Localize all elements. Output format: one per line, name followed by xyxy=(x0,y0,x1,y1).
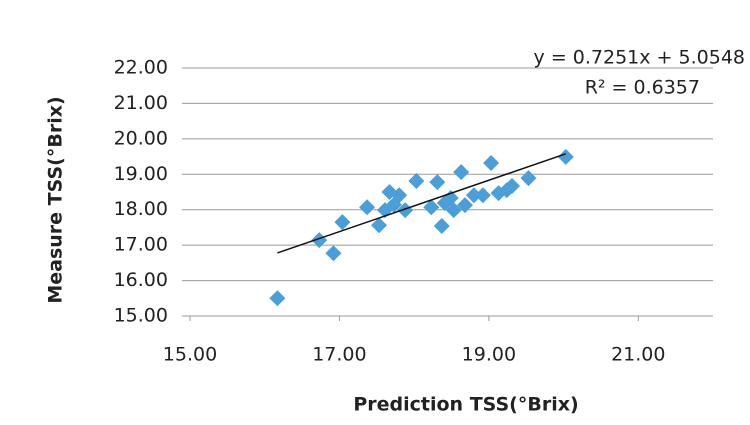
chart: Prediction TSS(°Brix) Measure TSS(°Brix)… xyxy=(0,0,750,425)
trendline-equation: y = 0.7251x + 5.0548 xyxy=(534,47,745,69)
y-tick-label: 18.00 xyxy=(114,198,168,220)
y-tick-label: 21.00 xyxy=(114,92,168,114)
x-tick-label: 19.00 xyxy=(462,344,516,366)
y-tick-label: 19.00 xyxy=(114,163,168,185)
y-tick-label: 17.00 xyxy=(114,234,168,256)
y-tick-label: 16.00 xyxy=(114,269,168,291)
y-tick-label: 15.00 xyxy=(114,305,168,327)
y-tick-label: 20.00 xyxy=(114,127,168,149)
x-axis-title: Prediction TSS(°Brix) xyxy=(353,394,578,416)
trendline-r2: R² = 0.6357 xyxy=(585,77,700,99)
y-tick-label: 22.00 xyxy=(114,57,168,79)
y-axis-title: Measure TSS(°Brix) xyxy=(45,96,67,303)
x-tick-label: 15.00 xyxy=(163,344,217,366)
x-tick-label: 21.00 xyxy=(611,344,665,366)
x-tick-label: 17.00 xyxy=(312,344,366,366)
